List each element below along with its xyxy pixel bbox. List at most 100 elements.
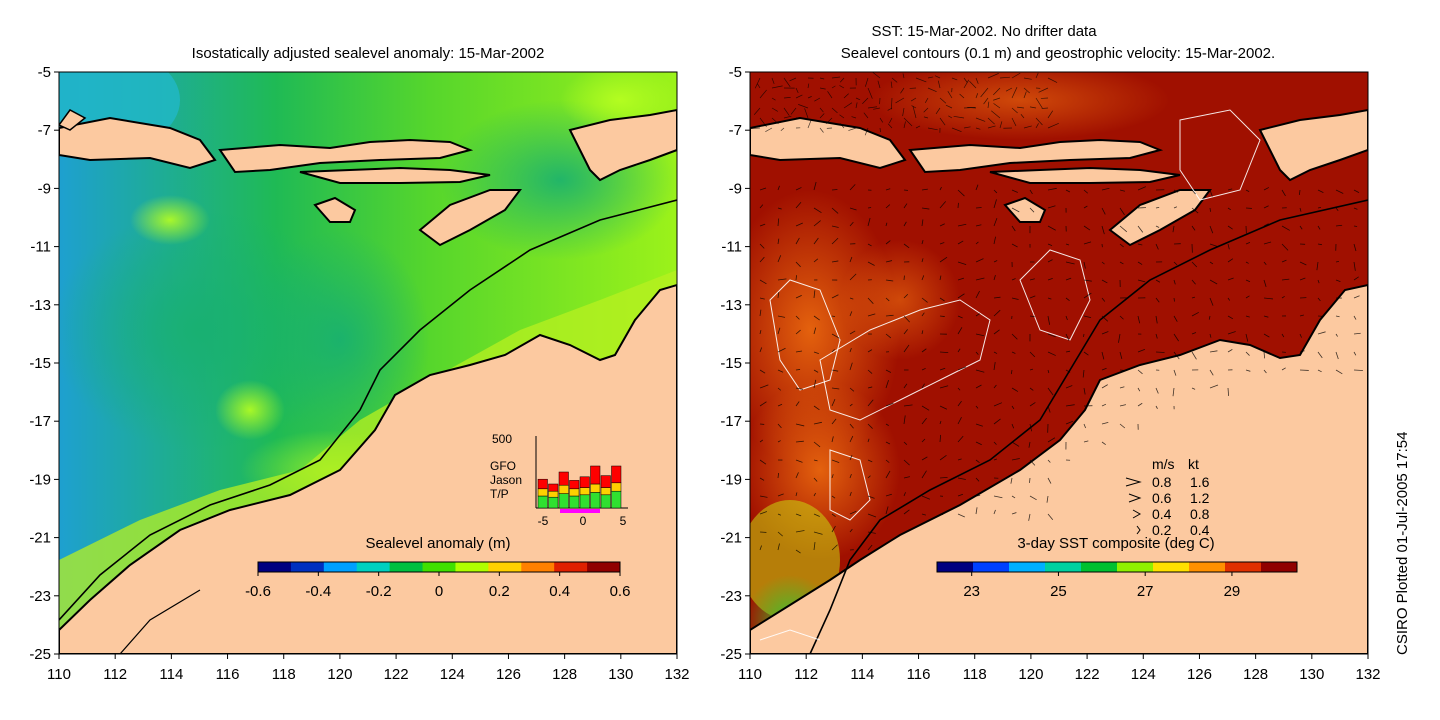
sst-colorbar-segment (1009, 562, 1046, 572)
right-y-tick-label: -15 (720, 355, 742, 372)
sealevel-colorbar-segment (389, 562, 424, 572)
velocity-arrow (1155, 279, 1161, 283)
right-x-tick-label: 116 (907, 666, 931, 683)
velocity-arrow (1119, 369, 1127, 372)
velocity-arrow (849, 256, 853, 263)
velocity-arrow (957, 513, 965, 518)
velocity-arrow (1155, 297, 1160, 303)
velocity-arrow (1047, 187, 1057, 191)
velocity-arrow (1191, 261, 1198, 268)
velocity-arrow (777, 423, 782, 429)
velocity-arrow (903, 383, 908, 389)
inset-bar-segment (569, 495, 580, 509)
velocity-arrow (1173, 333, 1179, 342)
velocity-arrow (993, 441, 997, 445)
inset-bar-segment (590, 483, 601, 493)
velocity-arrow (777, 369, 784, 373)
velocity-arrow (921, 513, 926, 516)
velocity-arrow (939, 405, 948, 410)
right-x-tick-label: 114 (850, 666, 874, 683)
velocity-arrow (987, 101, 990, 109)
velocity-arrow (831, 474, 834, 479)
velocity-arrow (753, 107, 761, 116)
velocity-arrow (1047, 278, 1053, 281)
inset-bar-segment (558, 471, 569, 486)
velocity-arrow (1227, 258, 1234, 263)
velocity-arrow (1083, 440, 1089, 443)
velocity-legend-header-kt: kt (1188, 456, 1199, 472)
velocity-arrow (1083, 292, 1092, 299)
velocity-arrow (957, 477, 966, 480)
velocity-arrow (813, 181, 817, 191)
velocity-legend-kt: 1.2 (1190, 490, 1210, 506)
velocity-arrow (1209, 279, 1218, 285)
velocity-legend-ms: 0.8 (1152, 474, 1172, 490)
velocity-arrow (1173, 206, 1178, 209)
velocity-arrow (1119, 189, 1126, 192)
velocity-arrow (957, 261, 967, 265)
velocity-arrow (1335, 224, 1343, 227)
velocity-arrow (903, 344, 910, 353)
velocity-arrow (951, 77, 958, 81)
right-x-tick-label: 112 (794, 666, 818, 683)
velocity-arrow (831, 387, 840, 390)
left-y-tick-label: -11 (30, 239, 51, 256)
velocity-arrow (1101, 384, 1108, 389)
velocity-arrow (827, 91, 833, 99)
inset-bar-segment (537, 478, 548, 490)
velocity-arrow (939, 351, 949, 354)
sst-colorbar-segment (973, 562, 1010, 572)
velocity-arrow (1245, 261, 1249, 264)
velocity-arrow (939, 97, 947, 104)
velocity-arrow (903, 243, 910, 249)
inset-bar-segment (537, 495, 548, 509)
velocity-arrow (1011, 243, 1018, 248)
velocity-arrow (867, 544, 873, 551)
velocity-arrow (777, 255, 782, 263)
velocity-arrow (1047, 259, 1053, 263)
velocity-arrow (867, 297, 874, 304)
velocity-arrow (1227, 243, 1230, 250)
inset-bar-segment (590, 465, 601, 485)
right-x-tick-label: 122 (1075, 666, 1100, 683)
velocity-arrow (813, 220, 821, 227)
left-x-tick-label: 112 (103, 666, 127, 683)
velocity-arrow (1023, 77, 1032, 80)
velocity-arrow (807, 120, 812, 129)
velocity-arrow (819, 127, 824, 133)
velocity-arrow (903, 441, 908, 445)
shelf-break-contour-right (809, 199, 1368, 654)
velocity-arrow (1191, 189, 1196, 195)
velocity-arrow (939, 513, 944, 516)
velocity-arrow (771, 107, 778, 112)
velocity-arrow (867, 513, 877, 518)
sealevel-colorbar-segment (258, 562, 292, 572)
velocity-arrow (867, 313, 876, 317)
velocity-arrow (867, 106, 878, 109)
velocity-arrow (849, 528, 853, 533)
velocity-arrow (1029, 189, 1033, 195)
velocity-arrow (1299, 314, 1304, 317)
velocity-arrow (867, 475, 871, 479)
velocity-arrow (867, 87, 873, 99)
sealevel-colorbar: -0.6 -0.4 -0.2 0 0.2 0.4 0.6 (245, 561, 630, 600)
velocity-arrow (1065, 420, 1074, 425)
velocity-arrow (1137, 261, 1143, 265)
velocity-arrow (771, 77, 775, 84)
velocity-arrow (1208, 315, 1211, 320)
sealevel-contour-4 (1019, 249, 1091, 341)
velocity-arrow (759, 477, 765, 481)
left-x-axis: 110 112 114 116 118 120 122 124 126 128 130 132 (47, 654, 690, 683)
inset-ymax-label: 500 (492, 432, 512, 446)
timor-island-right (1108, 189, 1212, 247)
inset-bars (537, 465, 622, 509)
velocity-arrow (1137, 186, 1147, 191)
velocity-arrow (1046, 495, 1049, 503)
velocity-arrow (1155, 243, 1159, 250)
velocity-arrow (895, 97, 905, 104)
sst-colorbar-segment (1225, 562, 1262, 572)
velocity-arrow (975, 184, 979, 191)
velocity-arrow (1173, 315, 1178, 322)
velocity-arrow (865, 77, 869, 87)
velocity-arrow (777, 278, 787, 281)
